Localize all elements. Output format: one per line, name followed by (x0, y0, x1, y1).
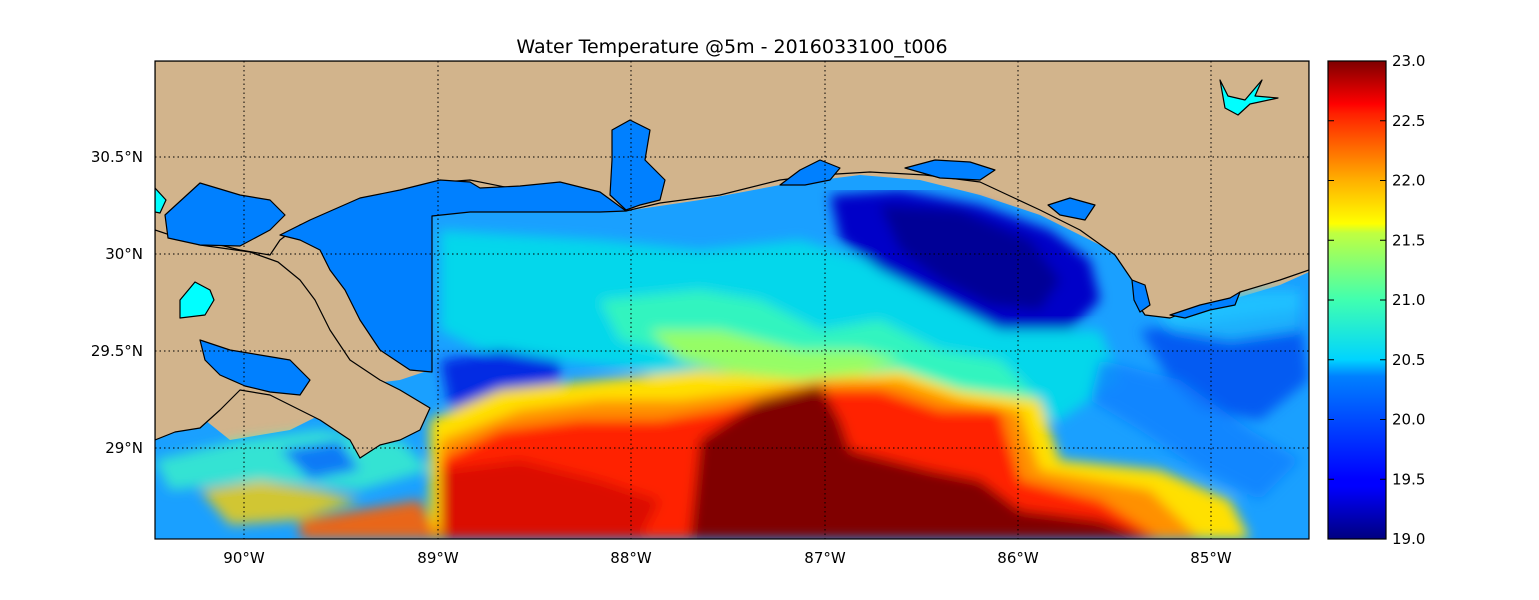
temperature-field (155, 190, 1309, 539)
colorbar-tick-label: 19.0 (1392, 530, 1425, 548)
lake-seminole (1219, 79, 1279, 116)
x-tick-label: 90°W (223, 549, 265, 567)
x-tick-label: 85°W (1190, 549, 1232, 567)
y-tick-label: 30°N (105, 245, 143, 263)
choctawhatchee-bay (904, 159, 996, 181)
x-tick-label: 86°W (997, 549, 1039, 567)
y-tick-label: 29°N (105, 439, 143, 457)
y-tick-label: 30.5°N (91, 148, 143, 166)
lake-pontchartrain (164, 182, 286, 247)
st-joseph-bay (1131, 279, 1151, 313)
graticule (155, 61, 1309, 539)
map-area (155, 61, 1309, 539)
x-tick-label: 89°W (417, 549, 459, 567)
colorbar-tick-label: 22.5 (1392, 112, 1425, 130)
lake-maurepas (155, 187, 167, 214)
lake-salvador (179, 281, 215, 319)
apalachicola-bay (1169, 291, 1241, 319)
x-axis-labels: 90°W 89°W 88°W 87°W 86°W 85°W (223, 549, 1232, 567)
barataria-bay (199, 339, 311, 396)
mobile-bay (609, 119, 666, 211)
y-tick-label: 29.5°N (91, 342, 143, 360)
x-tick-label: 88°W (610, 549, 652, 567)
map-title: Water Temperature @5m - 2016033100_t006 (516, 36, 947, 58)
colorbar-ticks: 23.0 22.5 22.0 21.5 21.0 20.5 20.0 19.5 19.0 (1328, 52, 1425, 548)
colorbar-tick-label: 20.5 (1392, 351, 1425, 369)
chandeleur-sound (279, 179, 627, 373)
colorbar: 23.0 22.5 22.0 21.5 21.0 20.5 20.0 19.5 19.0 (1327, 52, 1425, 548)
map-frame (154, 60, 1310, 540)
colorbar-tick-label: 21.5 (1392, 231, 1425, 249)
land-louisiana (155, 229, 431, 459)
colorbar-tick-label: 22.0 (1392, 172, 1425, 190)
colorbar-tick-label: 23.0 (1392, 52, 1425, 70)
y-axis-labels: 30.5°N 30°N 29.5°N 29°N (91, 148, 143, 457)
colorbar-tick-label: 19.5 (1392, 470, 1425, 488)
st-andrews-bay (1047, 197, 1096, 221)
colorbar-tick-label: 20.0 (1392, 411, 1425, 429)
colorbar-gradient (1327, 60, 1387, 540)
colorbar-tick-label: 21.0 (1392, 291, 1425, 309)
x-tick-label: 87°W (804, 549, 846, 567)
